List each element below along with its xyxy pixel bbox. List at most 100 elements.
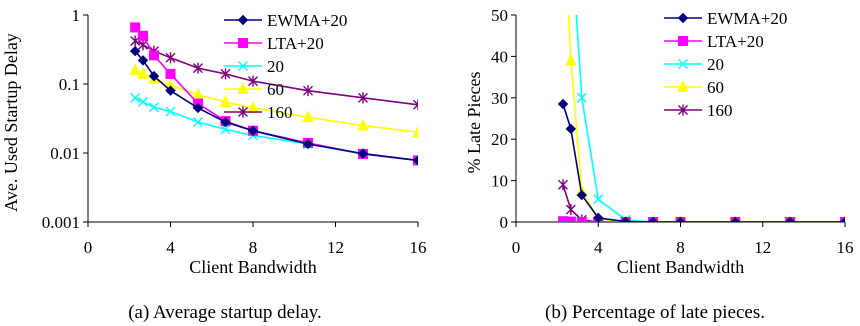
legend-item: EWMA+20 xyxy=(224,11,347,30)
y-tick-label: 0.001 xyxy=(42,213,80,232)
x-tick-label: 0 xyxy=(512,238,521,257)
series-line xyxy=(134,50,418,162)
data-point xyxy=(413,99,418,111)
figure-caption: (b) Percentage of late pieces. xyxy=(545,302,765,323)
x-tick-label: 16 xyxy=(837,238,854,257)
chart-panel-1: 0.001 0.01 0.1 1 0 4 8 12 16 Client Bandwidth Ave.… xyxy=(1,6,427,323)
data-point xyxy=(357,148,369,159)
x-tick-label: 12 xyxy=(327,238,344,257)
data-point xyxy=(165,52,176,64)
series-line xyxy=(562,184,845,222)
legend-item: 160 xyxy=(224,103,293,122)
data-point xyxy=(130,22,141,33)
legend-label: 160 xyxy=(267,103,293,122)
y-tick-label: 0 xyxy=(500,213,509,232)
legend-item: 160 xyxy=(664,101,733,120)
y-tick-label: 50 xyxy=(491,6,508,25)
x-tick-label: 0 xyxy=(84,238,93,257)
data-point xyxy=(138,30,149,41)
data-point xyxy=(647,216,659,222)
data-point xyxy=(248,75,258,87)
legend-swatch-marker xyxy=(238,38,248,48)
legend: EWMA+20 LTA+20 20 60 160 xyxy=(664,9,787,120)
legend: EWMA+20 LTA+20 20 60 160 xyxy=(224,11,347,122)
data-point xyxy=(557,98,569,110)
data-point xyxy=(192,102,204,114)
legend-item: LTA+20 xyxy=(664,32,764,51)
data-point xyxy=(302,138,314,150)
data-point xyxy=(165,85,176,96)
data-point xyxy=(576,92,587,103)
legend-swatch-marker xyxy=(238,61,248,71)
data-point xyxy=(303,85,314,97)
legend-label: 160 xyxy=(707,101,733,120)
x-tick-label: 4 xyxy=(594,238,603,257)
data-point xyxy=(412,125,418,138)
data-point xyxy=(576,189,588,201)
legend-swatch-marker xyxy=(237,14,249,26)
x-tick-label: 16 xyxy=(410,238,427,257)
legend-item: LTA+20 xyxy=(224,34,324,53)
data-point xyxy=(192,62,203,74)
data-point xyxy=(165,106,176,117)
series-EWMA+20 xyxy=(129,45,418,166)
legend-label: 20 xyxy=(707,55,724,74)
data-point xyxy=(784,216,796,222)
data-point xyxy=(148,70,160,82)
legend-item: EWMA+20 xyxy=(664,9,787,28)
y-tick-label: 20 xyxy=(491,130,508,149)
series-line xyxy=(562,103,845,222)
legend-swatch-marker xyxy=(678,59,688,69)
legend-item: 20 xyxy=(664,55,724,74)
data-point xyxy=(247,125,259,136)
legend-label: 60 xyxy=(707,78,724,97)
data-point xyxy=(357,92,368,104)
data-point xyxy=(165,68,176,79)
legend-item: 60 xyxy=(664,78,724,97)
data-point xyxy=(129,63,141,75)
data-point xyxy=(192,117,203,128)
legend-swatch-marker xyxy=(677,80,689,92)
y-tick-label: 30 xyxy=(491,89,508,108)
data-point xyxy=(137,67,149,79)
data-point xyxy=(129,45,141,57)
data-point xyxy=(675,216,686,222)
data-point xyxy=(593,194,604,205)
data-point xyxy=(576,217,587,222)
legend-label: LTA+20 xyxy=(267,34,324,53)
y-tick-label: 10 xyxy=(491,172,508,191)
data-point xyxy=(220,68,231,80)
data-point xyxy=(149,102,159,113)
legend-swatch-marker xyxy=(237,82,249,94)
legend-swatch-marker xyxy=(678,104,688,116)
x-axis-label: Client Bandwidth xyxy=(189,257,317,277)
data-point xyxy=(620,216,631,222)
x-tick-label: 8 xyxy=(249,238,258,257)
y-axis-label: Ave. Used Startup Delay xyxy=(1,33,21,212)
x-axis-label: Client Bandwidth xyxy=(617,257,745,277)
series-line xyxy=(134,40,418,106)
data-point xyxy=(412,155,418,166)
x-tick-label: 12 xyxy=(754,238,771,257)
y-tick-label: 0.01 xyxy=(50,144,80,163)
x-tick-label: 8 xyxy=(676,238,685,257)
data-point xyxy=(149,50,159,61)
data-point xyxy=(357,118,369,131)
legend-label: 60 xyxy=(267,80,284,99)
y-tick-label: 40 xyxy=(491,47,508,66)
legend-item: 20 xyxy=(224,57,284,76)
data-point xyxy=(302,110,314,123)
y-axis-label: % Late Pieces xyxy=(464,72,484,174)
legend-label: EWMA+20 xyxy=(267,11,347,30)
figure-caption: (a) Average startup delay. xyxy=(128,302,322,323)
legend-label: EWMA+20 xyxy=(707,9,787,28)
legend-swatch-marker xyxy=(238,106,248,118)
series-line xyxy=(567,15,845,222)
legend-swatch-marker xyxy=(677,12,689,24)
data-point xyxy=(839,216,845,222)
data-point xyxy=(565,123,577,135)
data-point xyxy=(730,216,741,222)
legend-item: 60 xyxy=(224,80,284,99)
data-point xyxy=(565,204,576,216)
